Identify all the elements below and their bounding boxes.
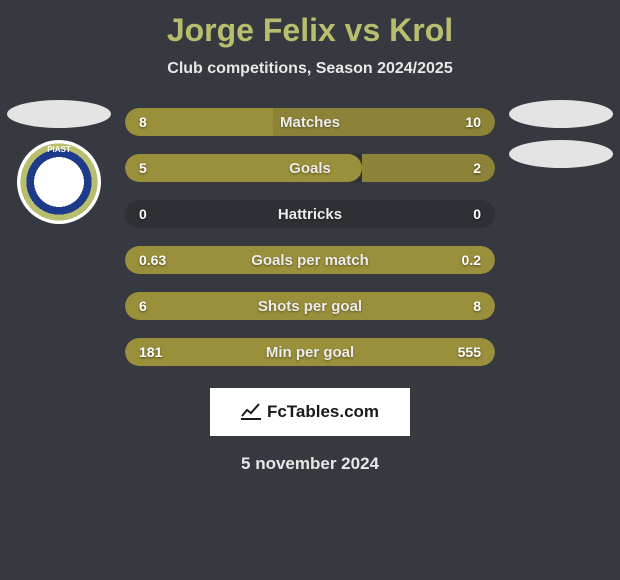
bar-value-right: 0 (473, 206, 481, 222)
stat-bars: 8Matches105Goals20Hattricks00.63Goals pe… (125, 108, 495, 366)
player-right-column (506, 100, 616, 168)
bar-value-right: 555 (458, 344, 481, 360)
bar-label: Goals (125, 160, 495, 177)
player-right-avatar-placeholder (509, 100, 613, 128)
player-left-avatar-placeholder (7, 100, 111, 128)
bar-label: Shots per goal (125, 298, 495, 315)
chart-icon (241, 402, 261, 423)
brand-logo: FcTables.com (210, 388, 410, 436)
bar-value-right: 0.2 (462, 252, 481, 268)
stat-bar-row: 181Min per goal555 (125, 338, 495, 366)
bar-label: Goals per match (125, 252, 495, 269)
subtitle: Club competitions, Season 2024/2025 (0, 60, 620, 78)
player-left-column (4, 100, 114, 224)
bar-label: Min per goal (125, 344, 495, 361)
brand-text: FcTables.com (267, 402, 379, 422)
stat-bar-row: 0Hattricks0 (125, 200, 495, 228)
bar-label: Matches (125, 114, 495, 131)
stat-bar-row: 6Shots per goal8 (125, 292, 495, 320)
stat-bar-row: 8Matches10 (125, 108, 495, 136)
bar-value-right: 8 (473, 298, 481, 314)
date-text: 5 november 2024 (0, 454, 620, 474)
bar-label: Hattricks (125, 206, 495, 223)
comparison-panel: 8Matches105Goals20Hattricks00.63Goals pe… (0, 108, 620, 366)
bar-value-right: 2 (473, 160, 481, 176)
player-left-club-badge (17, 140, 101, 224)
stat-bar-row: 5Goals2 (125, 154, 495, 182)
stat-bar-row: 0.63Goals per match0.2 (125, 246, 495, 274)
page-title: Jorge Felix vs Krol (0, 0, 620, 50)
bar-value-right: 10 (465, 114, 481, 130)
player-right-club-placeholder (509, 140, 613, 168)
